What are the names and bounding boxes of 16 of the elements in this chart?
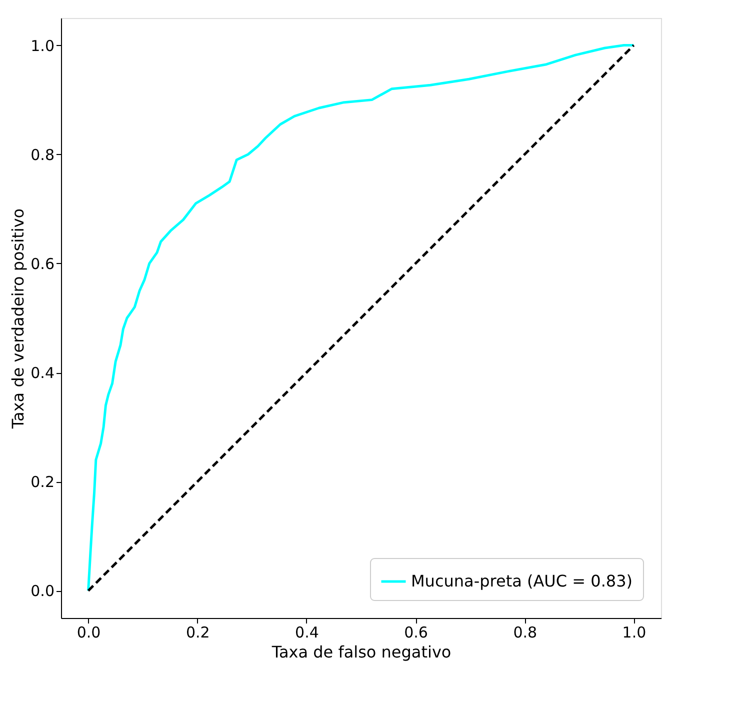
line-series xyxy=(87,44,635,592)
x-tick-label: 1.0 xyxy=(622,624,646,642)
x-tick-label: 0.6 xyxy=(404,624,428,642)
x-tick-label: 0.8 xyxy=(513,624,538,642)
y-tick-label: 0.2 xyxy=(30,473,54,492)
y-tick-label: 0.8 xyxy=(30,146,54,164)
y-tick-label: 1.0 xyxy=(30,36,54,55)
x-tick-label: 0.0 xyxy=(76,624,101,642)
legend-label: Mucuna-preta (AUC = 0.83) xyxy=(411,572,633,590)
y-axis-title: Taxa de verdadeiro positivo xyxy=(8,208,28,430)
y-tick-label: 0.0 xyxy=(30,582,54,600)
x-axis-title: Taxa de falso negativo xyxy=(270,642,452,662)
x-tick-label: 0.2 xyxy=(186,624,210,642)
y-tick-label: 0.4 xyxy=(30,364,54,382)
x-tick-label: 0.4 xyxy=(295,624,319,642)
y-tick-label: 0.6 xyxy=(30,254,54,273)
